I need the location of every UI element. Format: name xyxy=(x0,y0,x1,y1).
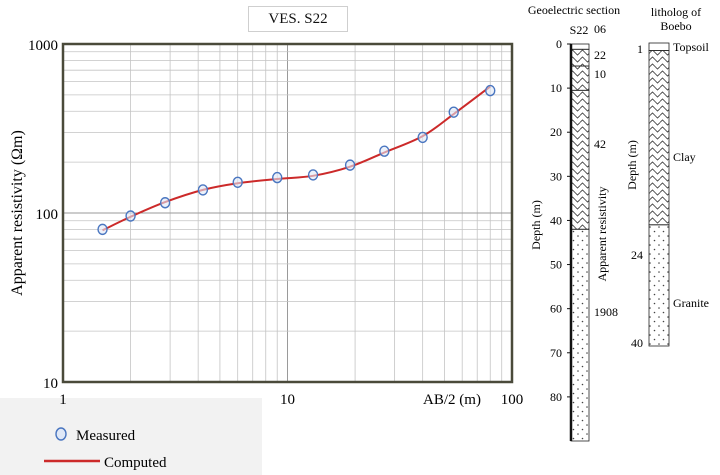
geoelectric-section: Geoelectric section S22 06 22 10 42 1908 0 10… xyxy=(528,3,620,442)
geo-section-subtitle: S22 xyxy=(570,23,589,37)
geo-layer-resistivity: 1908 xyxy=(594,305,618,319)
measured-point xyxy=(272,171,283,184)
geo-layer xyxy=(570,228,590,442)
litholog-depth-value: 40 xyxy=(631,336,643,350)
litholog-layer xyxy=(648,42,670,51)
litholog-depth-value: 24 xyxy=(631,248,643,262)
measured-point xyxy=(97,223,108,236)
x-tick-label: 1 xyxy=(59,392,67,408)
litholog-depth-label: Depth (m) xyxy=(625,140,639,190)
litholog-column: litholog of Boebo Topsoil Clay Granite 1 24 4… xyxy=(625,5,709,350)
geo-depth-ticks: 0 10 20 30 40 50 60 70 80 xyxy=(550,37,571,404)
y-tick-label: 100 xyxy=(36,207,59,223)
litholog-layer-name: Topsoil xyxy=(673,40,709,54)
measured-point xyxy=(417,131,428,144)
geo-tick-label: 80 xyxy=(550,390,562,404)
measured-point xyxy=(448,106,459,118)
geo-tick-label: 60 xyxy=(550,302,562,316)
legend-measured-label: Measured xyxy=(76,428,136,444)
measured-point xyxy=(485,84,496,97)
geo-layer xyxy=(570,43,590,50)
litholog-layer xyxy=(648,50,670,226)
geo-layer-resistivity: 22 xyxy=(594,48,606,62)
measured-point xyxy=(197,184,209,196)
litholog-layers: Topsoil Clay Granite 1 24 40 xyxy=(631,40,709,350)
geo-layer-resistivity: 06 xyxy=(594,22,606,36)
geo-tick-label: 40 xyxy=(550,213,562,227)
y-tick-label: 10 xyxy=(43,376,58,392)
chart-title: VES. S22 xyxy=(248,6,348,32)
geo-side-label: Apparent resistivity xyxy=(595,187,609,282)
geo-tick-label: 50 xyxy=(550,258,562,272)
geo-layers: 06 22 10 42 1908 xyxy=(569,22,618,442)
geo-section-title: Geoelectric section xyxy=(528,3,620,17)
measured-point xyxy=(232,176,243,188)
measured-series xyxy=(97,84,496,236)
y-tick-label: 1000 xyxy=(28,38,58,54)
measured-point xyxy=(307,169,319,181)
x-axis-label: AB/2 (m) xyxy=(423,392,481,408)
measured-point xyxy=(125,210,136,222)
y-tick-labels: 10 100 1000 xyxy=(28,38,58,392)
legend xyxy=(0,398,262,475)
measured-point xyxy=(344,159,356,171)
geo-tick-label: 10 xyxy=(550,81,562,95)
litholog-title-line-1: litholog of xyxy=(651,5,701,19)
y-axis-label: Apparent resistivity (Ωm) xyxy=(9,130,26,296)
geo-layer xyxy=(570,48,590,67)
legend-measured-marker xyxy=(55,427,67,441)
x-tick-label: 10 xyxy=(280,392,295,408)
x-tick-label: 100 xyxy=(501,392,524,408)
geo-tick-label: 0 xyxy=(556,37,562,51)
geo-layer xyxy=(570,65,590,91)
measured-point xyxy=(379,145,390,157)
x-tick-labels: 1 10 100 xyxy=(59,392,523,408)
litholog-depth-value: 1 xyxy=(637,42,643,56)
legend-computed-label: Computed xyxy=(104,455,167,471)
litholog-layer-name: Clay xyxy=(673,150,696,164)
geo-tick-label: 20 xyxy=(550,125,562,139)
geo-tick-label: 30 xyxy=(550,169,562,183)
plot-frame xyxy=(61,42,514,384)
litholog-title-line-2: Boebo xyxy=(660,19,691,33)
geo-layer-resistivity: 10 xyxy=(594,67,606,81)
geo-tick-label: 70 xyxy=(550,346,562,360)
geo-layer xyxy=(570,89,590,230)
geo-depth-label: Depth (m) xyxy=(529,200,543,250)
litholog-layer-name: Granite xyxy=(673,296,709,310)
litholog-layer xyxy=(648,224,670,347)
geo-layer-resistivity: 42 xyxy=(594,137,606,151)
measured-point xyxy=(159,197,171,209)
